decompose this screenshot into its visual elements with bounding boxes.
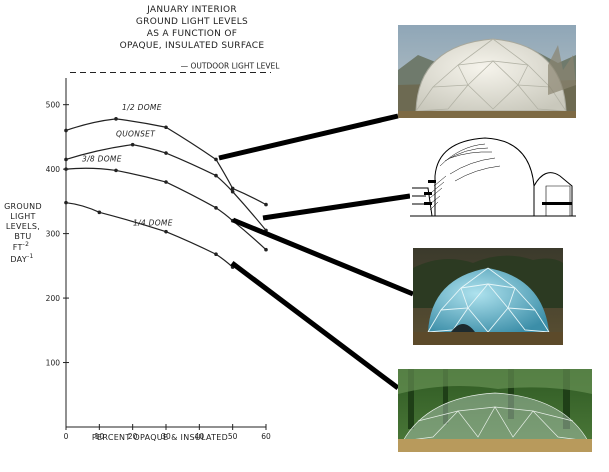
series-label: 1/2 DOME bbox=[122, 103, 162, 112]
axes bbox=[63, 78, 267, 430]
x-tick-label: 10 bbox=[95, 432, 105, 441]
x-tick-label: 20 bbox=[128, 432, 138, 441]
data-point bbox=[214, 157, 218, 162]
ylabel-line-5: FT-2 bbox=[13, 241, 30, 252]
series-lines bbox=[64, 117, 268, 269]
x-axis-label: PERCENT OPAQUE & INSULATED bbox=[92, 433, 228, 442]
series-label: 1/4 DOME bbox=[133, 219, 173, 228]
quonset-section-drawing bbox=[410, 136, 576, 220]
x-tick-label: 0 bbox=[64, 432, 69, 441]
title-line-2: GROUND LIGHT LEVELS bbox=[136, 17, 248, 27]
x-tick-label: 60 bbox=[261, 432, 271, 441]
connector-quarter-dome bbox=[230, 261, 400, 390]
series-line bbox=[65, 118, 267, 206]
ylabel-line-2: LIGHT bbox=[10, 212, 35, 221]
data-point bbox=[164, 151, 168, 155]
three-eighths-dome-photo bbox=[413, 248, 563, 345]
data-point bbox=[214, 173, 218, 178]
y-tick-label: 100 bbox=[46, 359, 61, 368]
ylabel-ft-exponent: -2 bbox=[23, 241, 30, 248]
data-point bbox=[264, 247, 268, 252]
data-point bbox=[114, 117, 118, 121]
chart-title: JANUARY INTERIOR GROUND LIGHT LEVELS AS … bbox=[120, 5, 265, 51]
outdoor-light-reference: — OUTDOOR LIGHT LEVEL bbox=[70, 61, 281, 73]
x-tick-label: 50 bbox=[228, 432, 238, 441]
ylabel-day-exponent: -1 bbox=[27, 253, 34, 260]
data-point bbox=[64, 157, 68, 162]
series-label: QUONSET bbox=[116, 130, 156, 139]
data-point bbox=[164, 229, 168, 234]
x-tick-label: 40 bbox=[195, 432, 205, 441]
reference-line-label: — OUTDOOR LIGHT LEVEL bbox=[181, 61, 281, 70]
data-point bbox=[64, 167, 68, 171]
data-point bbox=[230, 186, 235, 191]
data-point bbox=[97, 210, 102, 215]
connector-quonset bbox=[262, 193, 411, 221]
data-point bbox=[264, 202, 268, 207]
ylabel-line-6: DAY-1 bbox=[10, 253, 33, 264]
half-dome-photo bbox=[398, 25, 576, 118]
data-point bbox=[164, 180, 168, 184]
connector-half-dome bbox=[218, 113, 399, 161]
y-tick-labels: 100 200 300 400 500 bbox=[46, 101, 61, 368]
y-tick-label: 400 bbox=[46, 165, 61, 174]
ylabel-line-3: LEVELS, bbox=[6, 222, 40, 231]
ylabel-line-4: BTU bbox=[14, 232, 31, 241]
y-axis-label: GROUND LIGHT LEVELS, BTU FT-2 DAY-1 bbox=[4, 202, 42, 264]
ylabel-line-1: GROUND bbox=[4, 202, 42, 211]
y-tick-label: 300 bbox=[46, 230, 61, 239]
title-line-3: AS A FUNCTION OF bbox=[147, 29, 237, 39]
data-point bbox=[114, 168, 118, 173]
series-line bbox=[65, 202, 234, 268]
connector-three-eighths-dome bbox=[232, 217, 414, 297]
x-tick-label: 30 bbox=[161, 432, 171, 441]
quarter-dome-photo bbox=[398, 369, 592, 452]
data-point bbox=[214, 252, 218, 257]
data-point bbox=[230, 189, 235, 194]
ylabel-day: DAY bbox=[10, 255, 27, 264]
data-point bbox=[64, 200, 68, 205]
series-line bbox=[65, 144, 267, 231]
x-tick-labels: 0 10 20 30 40 50 60 bbox=[64, 432, 271, 441]
series-label: 3/8 DOME bbox=[82, 154, 122, 163]
y-tick-label: 200 bbox=[46, 294, 61, 303]
title-line-4: OPAQUE, INSULATED SURFACE bbox=[120, 41, 265, 51]
y-tick-label: 500 bbox=[46, 101, 61, 110]
series-labels: 1/2 DOME QUONSET 3/8 DOME 1/4 DOME bbox=[82, 103, 173, 228]
title-line-1: JANUARY INTERIOR bbox=[146, 5, 237, 15]
ylabel-ft: FT bbox=[13, 243, 23, 252]
data-point bbox=[130, 142, 135, 147]
data-point bbox=[64, 128, 68, 133]
data-point bbox=[214, 206, 218, 210]
data-point bbox=[164, 125, 168, 130]
connector-lines bbox=[218, 113, 414, 390]
